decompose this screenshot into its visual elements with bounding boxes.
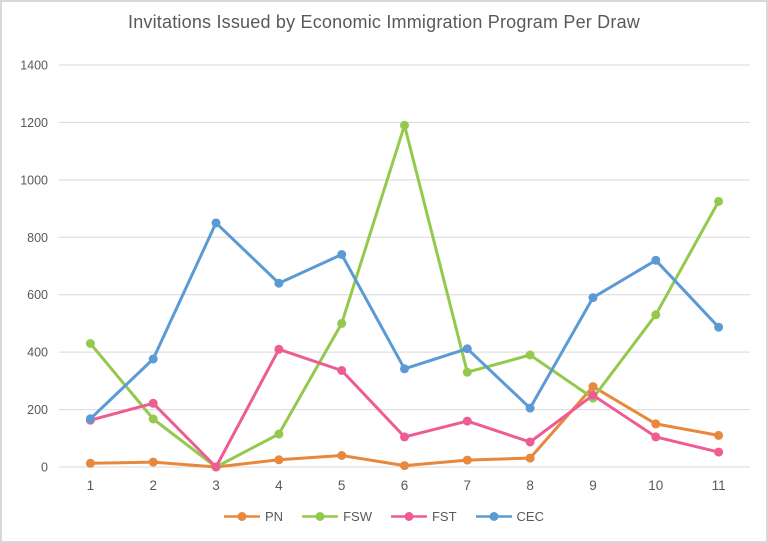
data-point-marker-CEC bbox=[211, 218, 221, 228]
data-point-marker-PN bbox=[462, 455, 472, 465]
data-point-marker-CEC bbox=[274, 278, 284, 288]
data-point-marker-FST bbox=[714, 447, 724, 457]
data-point-marker-PN bbox=[337, 451, 347, 460]
y-axis-label: 1400 bbox=[20, 59, 48, 73]
data-point-marker-PN bbox=[148, 457, 158, 467]
legend-label-FSW: FSW bbox=[343, 509, 372, 524]
data-point-marker-CEC bbox=[337, 250, 347, 259]
data-point-marker-CEC bbox=[588, 293, 598, 303]
x-axis-label: 2 bbox=[149, 478, 157, 493]
data-point-marker-PN bbox=[714, 430, 724, 440]
data-point-marker-PN bbox=[400, 461, 409, 471]
data-point-marker-PN bbox=[651, 419, 661, 429]
data-point-marker-FSW bbox=[651, 310, 661, 320]
legend-marker-icon-CEC bbox=[475, 512, 512, 521]
legend-marker-icon-PN bbox=[224, 512, 261, 521]
legend: PN FSW FST CEC bbox=[2, 509, 766, 524]
data-point-marker-PN bbox=[588, 382, 598, 392]
series-line-PN bbox=[88, 385, 721, 469]
legend-dot bbox=[489, 512, 499, 521]
legend-label-FST: FST bbox=[431, 509, 457, 524]
data-point-marker-CEC bbox=[714, 322, 724, 332]
data-point-marker-CEC bbox=[148, 354, 158, 364]
legend-item-FST: FST bbox=[390, 509, 457, 524]
x-axis-label: 6 bbox=[401, 478, 409, 493]
data-point-marker-PN bbox=[525, 453, 535, 463]
data-point-marker-FSW bbox=[462, 367, 472, 377]
y-axis-label: 1000 bbox=[20, 173, 48, 187]
x-axis-label: 8 bbox=[526, 478, 534, 493]
data-point-marker-CEC bbox=[525, 403, 535, 413]
data-point-marker-FST bbox=[274, 344, 284, 354]
x-axis-label: 1 bbox=[87, 478, 95, 493]
legend-item-PN: PN bbox=[224, 509, 283, 524]
data-point-marker-FST bbox=[525, 437, 535, 447]
x-axis-label: 5 bbox=[338, 478, 346, 493]
data-point-marker-FST bbox=[148, 398, 158, 408]
legend-label-CEC: CEC bbox=[516, 509, 544, 524]
data-point-marker-FSW bbox=[274, 429, 284, 439]
data-point-marker-FSW bbox=[148, 414, 158, 424]
y-axis-label: 1200 bbox=[20, 116, 48, 130]
legend-label-PN: PN bbox=[265, 509, 284, 524]
data-point-marker-CEC bbox=[651, 255, 661, 265]
x-axis-label: 9 bbox=[589, 478, 597, 493]
chart-title: Invitations Issued by Economic Immigrati… bbox=[128, 12, 640, 32]
x-axis-label: 3 bbox=[212, 478, 220, 493]
y-axis-label: 800 bbox=[27, 231, 48, 245]
legend-dot bbox=[404, 512, 414, 521]
data-point-marker-FST bbox=[211, 462, 221, 472]
legend-dot bbox=[237, 512, 247, 521]
data-point-marker-FST bbox=[588, 390, 598, 400]
legend-item-FSW: FSW bbox=[302, 509, 372, 524]
data-point-marker-CEC bbox=[85, 414, 95, 424]
x-axis-label: 7 bbox=[464, 478, 472, 493]
data-point-marker-FSW bbox=[714, 196, 724, 206]
x-axis-label: 10 bbox=[648, 478, 663, 493]
y-axis-label: 400 bbox=[27, 346, 48, 360]
x-axis-label: 11 bbox=[712, 478, 726, 493]
data-point-marker-CEC bbox=[462, 344, 472, 354]
y-axis-label: 600 bbox=[27, 288, 48, 302]
y-axis-label: 200 bbox=[27, 403, 48, 417]
data-point-marker-FST bbox=[462, 416, 472, 426]
legend-marker-icon-FST bbox=[390, 512, 427, 521]
data-point-marker-FSW bbox=[85, 339, 95, 348]
data-point-marker-FST bbox=[400, 432, 409, 442]
data-point-marker-FST bbox=[337, 366, 347, 375]
data-point-marker-FSW bbox=[400, 120, 409, 130]
series-line-CEC bbox=[88, 221, 721, 421]
data-point-marker-FST bbox=[651, 432, 661, 442]
legend-marker-icon-FSW bbox=[302, 512, 339, 521]
x-axis-label: 4 bbox=[275, 478, 283, 493]
legend-item-CEC: CEC bbox=[475, 509, 544, 524]
data-point-marker-CEC bbox=[400, 364, 409, 374]
data-point-marker-FSW bbox=[337, 318, 347, 328]
y-axis-label: 0 bbox=[41, 461, 48, 475]
data-point-marker-PN bbox=[85, 458, 95, 468]
data-point-marker-FSW bbox=[525, 350, 535, 360]
data-point-marker-PN bbox=[274, 455, 284, 465]
legend-dot bbox=[315, 512, 325, 521]
